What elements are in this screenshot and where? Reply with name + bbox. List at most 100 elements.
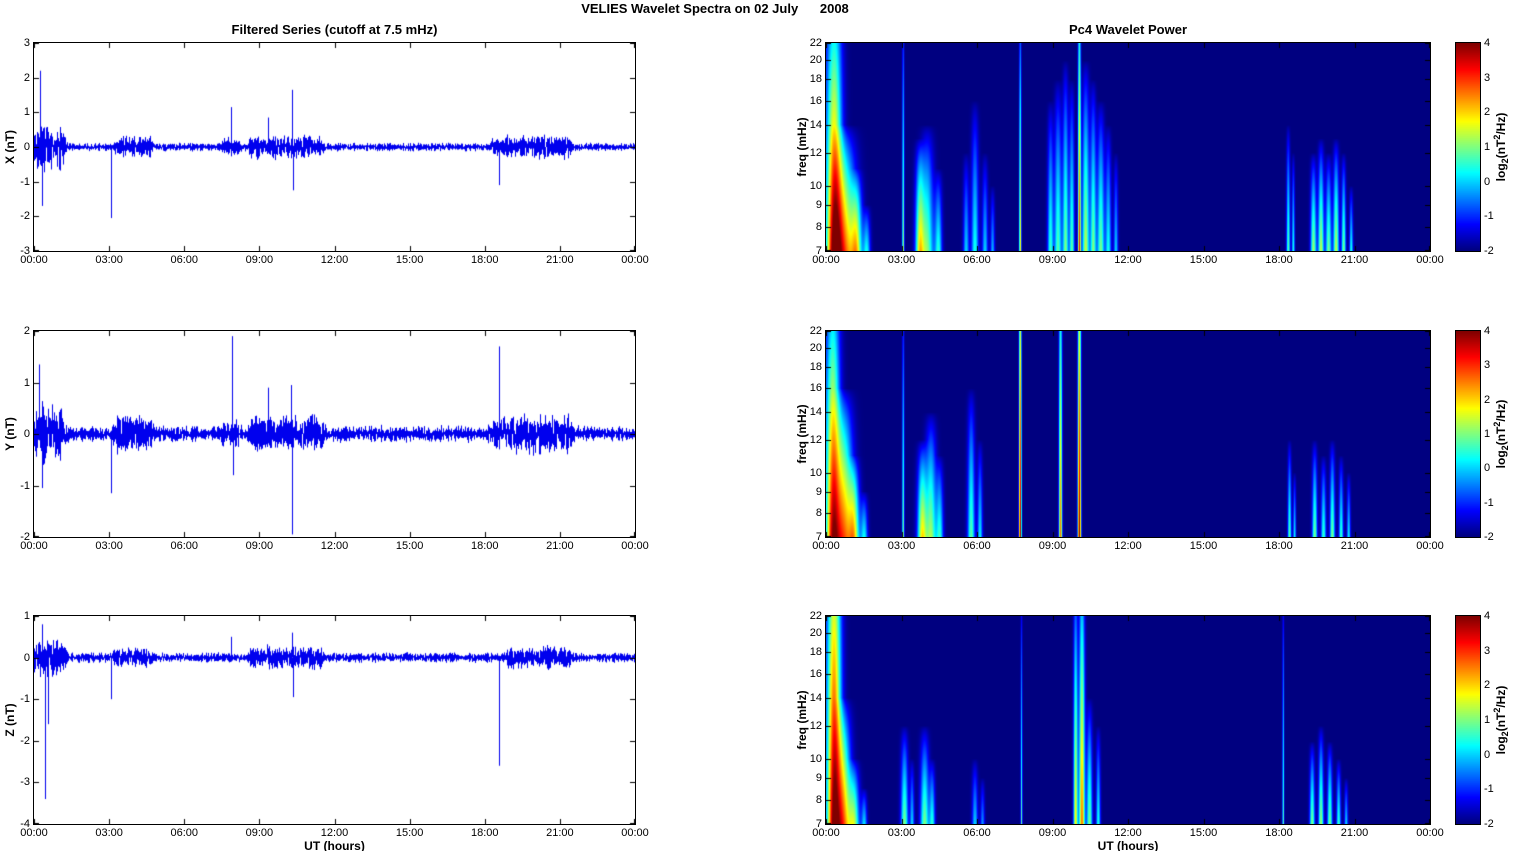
x-tick-label: 03:00 [887, 254, 916, 266]
x-tick-label: 21:00 [546, 540, 574, 552]
panel-z-filtered-series: Z (nT) UT (hours) 1 0 -1 -2 -3 -4 00:00 03:00 06:0… [3, 610, 649, 851]
y-tick-label: 14 [809, 692, 822, 705]
colorbar-label-mid: (nT [1493, 426, 1508, 446]
x-tick-label: 12:00 [320, 254, 349, 266]
colorbar-label-suffix: /Hz) [1493, 399, 1508, 422]
x-tick-label: 00:00 [812, 827, 840, 839]
colorbar-tick-label: 3 [1484, 359, 1491, 372]
y-tick-label: -4 [20, 818, 30, 830]
x-tick-label: 18:00 [1265, 827, 1293, 839]
colorbar-tick-label: 1 [1484, 428, 1491, 440]
colorbar-tick-label: 0 [1484, 462, 1491, 475]
colorbar-label-superscript: 2 [1491, 707, 1502, 713]
y-tick-label: 14 [809, 119, 822, 132]
x-tick-label: 09:00 [1038, 540, 1067, 552]
y-tick-label: 8 [815, 220, 822, 233]
colorbar-x: 4 3 2 1 0 -1 -2 log2(nT2/Hz) [1455, 37, 1510, 257]
colorbar-tick-label: -1 [1484, 496, 1494, 509]
colorbar-label-subscript: 2 [1500, 731, 1511, 737]
y-tick-label: -2 [20, 210, 30, 223]
x-tick-label: 00:00 [812, 540, 840, 552]
x-tick-label: 09:00 [245, 254, 274, 266]
y-tick-label: -2 [20, 734, 30, 747]
y-tick-label: 9 [815, 485, 822, 498]
colorbar-tick-label: 2 [1484, 679, 1491, 692]
colorbar-gradient [1456, 43, 1480, 251]
x-axis-label: UT (hours) [304, 839, 365, 851]
wavelet-power-canvas [826, 43, 1430, 251]
y-tick-label: 18 [809, 73, 822, 86]
x-tick-label: 18:00 [470, 254, 499, 266]
colorbar-tick-label: -2 [1484, 245, 1494, 257]
x-tick-label: 15:00 [1189, 540, 1218, 552]
y-tick-label: 10 [809, 753, 822, 766]
colorbar-tick-label: -2 [1484, 818, 1494, 830]
colorbar-tick-label: 4 [1484, 610, 1491, 622]
x-tick-label: 18:00 [1265, 540, 1293, 552]
y-tick-label: 18 [809, 646, 822, 659]
y-tick-label: 1 [23, 376, 30, 389]
x-tick-label: 15:00 [1189, 827, 1218, 839]
y-tick-label: 2 [23, 325, 30, 337]
panel-title: Filtered Series (cutoff at 7.5 mHz) [231, 22, 438, 37]
x-axis-label: UT (hours) [1097, 839, 1159, 851]
colorbar-label-suffix: /Hz) [1493, 685, 1508, 708]
y-tick-label: 1 [23, 610, 30, 622]
x-tick-label: 06:00 [963, 254, 991, 266]
x-tick-label: 00:00 [621, 540, 649, 552]
x-tick-label: 00:00 [20, 827, 48, 839]
y-tick-label: 12 [809, 147, 822, 160]
y-tick-label: 16 [809, 667, 822, 680]
wavelet-power-canvas [826, 331, 1430, 537]
x-tick-label: 00:00 [621, 827, 649, 839]
colorbar-gradient [1456, 331, 1480, 537]
x-tick-label: 18:00 [1265, 254, 1293, 266]
figure-title: VELIES Wavelet Spectra on 02 July 2008 [581, 1, 849, 16]
y-tick-label: 16 [809, 94, 822, 107]
colorbar-tick-label: 0 [1484, 175, 1491, 188]
colorbar-label-suffix: /Hz) [1493, 112, 1508, 135]
panel-title: Pc4 Wavelet Power [1068, 22, 1187, 37]
y-tick-label: 22 [809, 610, 822, 622]
x-tick-label: 09:00 [1038, 254, 1067, 266]
y-tick-label: 10 [809, 180, 822, 193]
y-tick-label: 2 [23, 71, 30, 84]
x-tick-label: 15:00 [1189, 254, 1218, 266]
panel-y-filtered-series: Y (nT) 2 1 0 -1 -2 00:00 03:00 06:00 09:00 12:00 15… [3, 325, 649, 552]
y-tick-label: 22 [809, 325, 822, 337]
x-tick-label: 09:00 [245, 540, 274, 552]
y-tick-label: 20 [809, 342, 822, 355]
colorbar-tick-label: 0 [1484, 748, 1491, 761]
y-tick-label: 0 [23, 428, 30, 440]
colorbar-tick-label: -1 [1484, 783, 1494, 796]
x-tick-label: 03:00 [887, 540, 916, 552]
x-tick-label: 00:00 [621, 254, 649, 266]
x-tick-label: 06:00 [170, 254, 199, 266]
y-axis-label: Z (nT) [3, 703, 17, 737]
y-tick-label: -3 [20, 776, 30, 789]
y-tick-label: 8 [815, 506, 822, 519]
y-tick-label: 8 [815, 793, 822, 806]
colorbar-tick-label: 3 [1484, 644, 1491, 657]
colorbar-label: log2(nT2/Hz) [1492, 113, 1510, 182]
x-tick-label: 00:00 [1416, 254, 1444, 266]
x-tick-label: 00:00 [20, 540, 48, 552]
colorbar-tick-label: 1 [1484, 141, 1491, 153]
y-tick-label: 14 [809, 406, 822, 419]
x-tick-label: 18:00 [470, 827, 499, 839]
y-tick-label: 18 [809, 361, 822, 374]
x-tick-label: 15:00 [395, 540, 424, 552]
y-tick-label: 20 [809, 54, 822, 67]
colorbar-label-mid: (nT [1493, 712, 1508, 732]
colorbar-label: log2(nT2/Hz) [1492, 400, 1510, 469]
x-tick-label: 03:00 [887, 827, 916, 839]
x-tick-label: 12:00 [1114, 827, 1142, 839]
y-tick-label: 20 [809, 627, 822, 640]
x-tick-label: 21:00 [1340, 540, 1369, 552]
panel-y-wavelet-power: freq (mHz) 22 20 18 16 14 12 10 9 8 7 00:00 03:00 06:… [795, 325, 1444, 552]
colorbar-tick-label: 2 [1484, 106, 1491, 119]
y-tick-label: -2 [20, 531, 30, 543]
x-tick-label: 12:00 [320, 827, 349, 839]
colorbar-label-superscript: 2 [1491, 421, 1502, 427]
